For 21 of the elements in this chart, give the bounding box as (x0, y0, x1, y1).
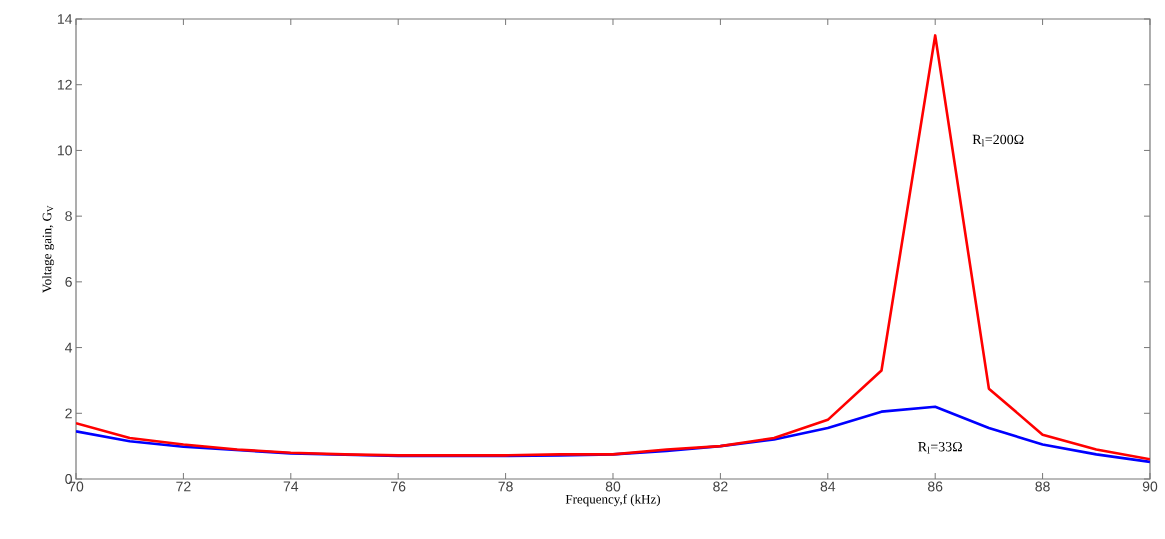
x-tick-label: 72 (176, 481, 191, 492)
y-tick-label: 8 (65, 211, 72, 222)
x-axis-title: Frequency,f (kHz) (565, 494, 661, 507)
x-tick-label: 78 (498, 481, 513, 492)
x-tick-label: 88 (1035, 481, 1050, 492)
x-tick-label: 82 (713, 481, 728, 492)
series-label: R$_{l}$=33Ω (918, 442, 962, 454)
x-tick-label: 86 (928, 481, 943, 492)
y-tick-label: 6 (65, 276, 72, 287)
y-tick-label: 10 (57, 145, 72, 156)
x-tick-label: 76 (391, 481, 406, 492)
y-tick-label: 2 (65, 408, 72, 419)
x-tick-label: 84 (820, 481, 836, 492)
x-tick-label: 80 (605, 481, 621, 492)
y-tick-label: 12 (57, 79, 72, 90)
x-tick-label: 74 (283, 481, 299, 492)
series-label: R$_{l}$=200Ω (972, 134, 1024, 147)
y-tick-label: 4 (65, 342, 73, 353)
y-axis-title: Voltage gain, G$_{V}$ (42, 205, 55, 293)
x-tick-label: 90 (1142, 481, 1158, 492)
y-tick-label: 14 (57, 14, 73, 24)
